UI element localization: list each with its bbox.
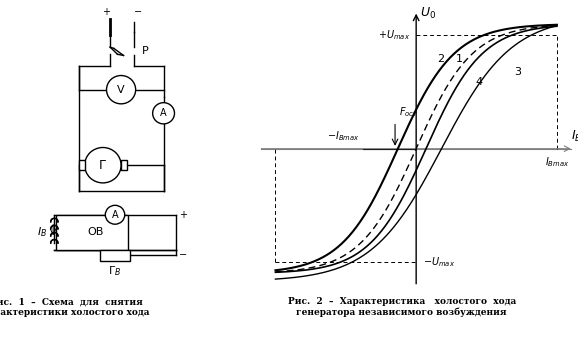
- Text: Рис.  1  –  Схема  для  снятия
характеристики холостого хода: Рис. 1 – Схема для снятия характеристики…: [0, 297, 150, 317]
- Text: $U_0$: $U_0$: [420, 6, 436, 21]
- Text: $-U_{max}$: $-U_{max}$: [423, 255, 455, 269]
- Text: Рис.  2  –  Характеристика   холостого  хода
генератора независимого возбуждения: Рис. 2 – Характеристика холостого хода г…: [288, 297, 516, 317]
- Text: −: −: [179, 251, 187, 261]
- Text: $I_B$: $I_B$: [37, 225, 47, 239]
- Text: 1: 1: [455, 55, 462, 64]
- Text: $I_{Bmax}$: $I_{Bmax}$: [544, 155, 569, 169]
- Text: $\Gamma_B$: $\Gamma_B$: [109, 264, 121, 278]
- Text: $-I_{Bmax}$: $-I_{Bmax}$: [327, 129, 360, 143]
- Bar: [79, 160, 85, 170]
- Bar: [55, 215, 128, 250]
- Text: 4: 4: [475, 77, 483, 87]
- Text: ОВ: ОВ: [87, 228, 104, 238]
- Text: $F_{ост}$: $F_{ост}$: [399, 105, 419, 119]
- Text: −: −: [134, 6, 142, 17]
- Text: Г: Г: [99, 159, 107, 172]
- Bar: [101, 250, 129, 261]
- Text: P: P: [142, 46, 149, 56]
- Circle shape: [84, 148, 121, 183]
- Circle shape: [106, 75, 136, 104]
- Text: +: +: [102, 6, 110, 17]
- Text: A: A: [160, 108, 167, 118]
- Bar: [121, 160, 127, 170]
- Text: A: A: [112, 210, 118, 220]
- Circle shape: [105, 205, 125, 224]
- Circle shape: [153, 103, 175, 124]
- Text: $I_B$: $I_B$: [571, 129, 578, 144]
- Text: 3: 3: [514, 67, 522, 77]
- Text: $+U_{max}$: $+U_{max}$: [379, 29, 410, 42]
- Text: V: V: [117, 85, 125, 95]
- Text: 2: 2: [438, 55, 444, 64]
- Text: +: +: [179, 210, 187, 220]
